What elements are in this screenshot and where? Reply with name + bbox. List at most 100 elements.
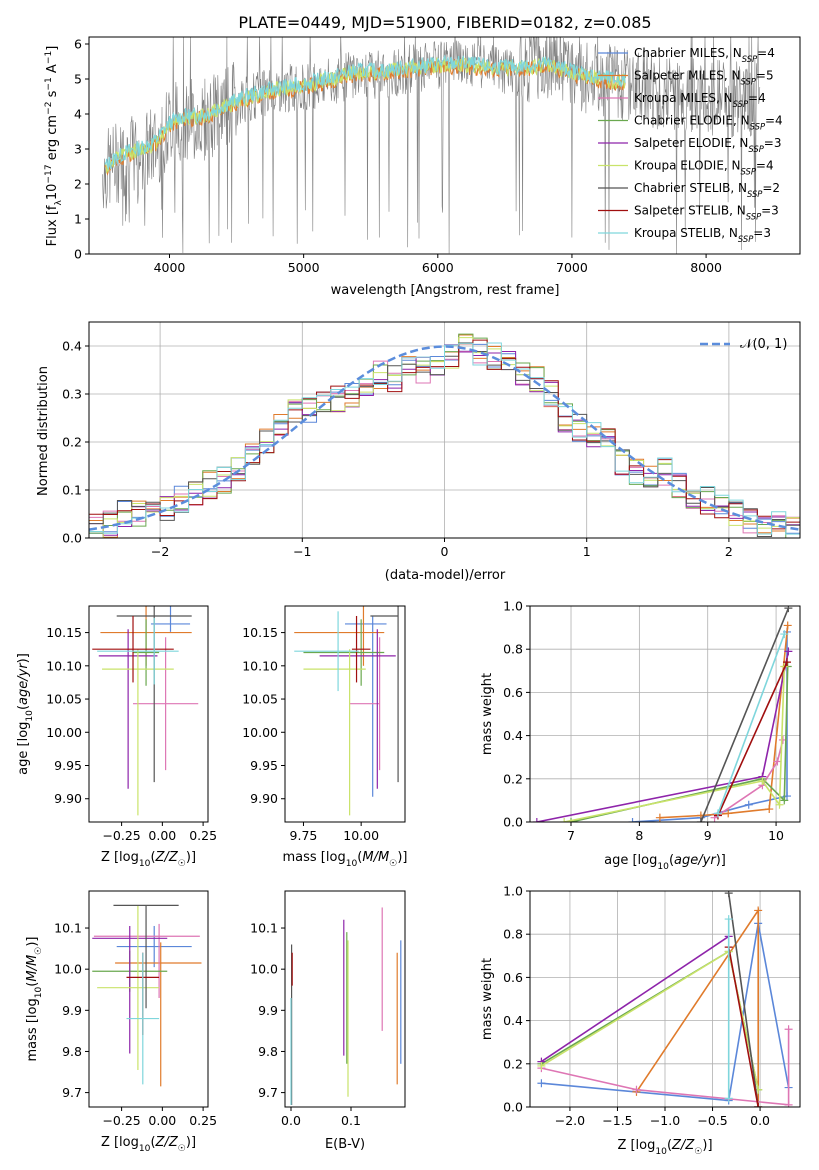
- weight-marker: [784, 1100, 793, 1107]
- x-tick-label: 8: [635, 828, 643, 843]
- weight-marker: [537, 1079, 546, 1088]
- y-tick-label: 0.0: [503, 1100, 523, 1115]
- weight-marker: [724, 891, 733, 898]
- plot-area: [537, 891, 793, 1107]
- y-tick-label: 10.00: [46, 725, 82, 740]
- y-tick-label: 0.2: [62, 435, 82, 450]
- x-axis-label: (data-model)/error: [385, 568, 506, 583]
- y-tick-label: 10.05: [242, 692, 278, 707]
- plot-area: [294, 606, 399, 816]
- y-tick-label: 0.4: [503, 728, 523, 743]
- y-tick-label: 1: [74, 212, 82, 227]
- x-tick-label: 0.25: [189, 828, 217, 843]
- weight-marker: [567, 818, 576, 822]
- y-tick-label: 0: [74, 247, 82, 262]
- axes-frame: [88, 36, 801, 255]
- mass-vs-ebv-panel: 0.0 0.1 9.7 9.8 9.9 10.0 10.1 E(B-V): [250, 890, 406, 1152]
- weight-marker: [532, 818, 541, 822]
- legend-label: Kroupa ELODIE, NSSP=4: [634, 159, 774, 177]
- y-tick-label: 0.8: [503, 927, 523, 942]
- weight-marker: [632, 1085, 641, 1094]
- legend-label: Chabrier MILES, NSSP=4: [634, 46, 775, 64]
- y-tick-label: 10.15: [46, 625, 82, 640]
- x-tick-label: −2: [151, 544, 169, 559]
- y-tick-label: 1.0: [503, 599, 523, 614]
- x-tick-label: 0.00: [148, 1113, 176, 1128]
- figure-title: PLATE=0449, MJD=51900, FIBERID=0182, z=0…: [238, 13, 651, 32]
- x-tick-label: 9.75: [290, 828, 318, 843]
- y-tick-label: 0.3: [62, 387, 82, 402]
- age-vs-z-panel: −0.25 0.00 0.25 9.90 9.95 10.00 10.05 10.10 10.1…: [16, 605, 217, 869]
- x-tick-label: 4000: [154, 260, 186, 275]
- weight-line: [540, 935, 730, 1063]
- y-tick-label: 1.0: [503, 884, 523, 899]
- y-axis-label: Flux [fλ10−17 erg cm−2 s−1 A−1]: [44, 46, 64, 247]
- x-tick-label: 0.0: [750, 1113, 770, 1128]
- weight-vs-z-panel: −2.0 −1.5 −1.0 −0.5 0.0 0.0 0.2 0.4 0.6 0.8 1.0 Z […: [480, 884, 801, 1157]
- x-tick-label: −1.5: [602, 1113, 632, 1128]
- y-tick-label: 0.1: [62, 483, 82, 498]
- y-tick-label: 9.7: [62, 1085, 82, 1100]
- x-tick-label: −0.25: [102, 1113, 140, 1128]
- x-tick-label: 5000: [288, 260, 320, 275]
- weight-marker: [783, 621, 792, 630]
- normal-reference-curve: [89, 345, 800, 531]
- y-axis-label: mass weight: [480, 673, 495, 755]
- plot-area: [532, 606, 793, 822]
- weight-line: [541, 1029, 790, 1106]
- axes-frame: [284, 605, 406, 823]
- weight-line: [632, 631, 788, 822]
- weight-line: [700, 607, 790, 822]
- x-tick-label: 7: [567, 828, 575, 843]
- weight-marker: [655, 813, 664, 822]
- y-tick-label: 9.95: [250, 758, 278, 773]
- y-tick-label: 10.1: [250, 921, 278, 936]
- x-tick-label: 0.00: [148, 828, 176, 843]
- weight-vs-age-panel: 7 8 9 10 0.0 0.2 0.4 0.6 0.8 1.0 age [log10(age/yr…: [480, 599, 801, 872]
- y-axis-label: mass weight: [480, 958, 495, 1040]
- x-tick-label: 0.0: [281, 1113, 301, 1128]
- weight-line: [727, 893, 759, 1107]
- mass-vs-z-panel: −0.25 0.00 0.25 9.7 9.8 9.9 10.0 10.1 Z [log10(Z…: [25, 890, 217, 1154]
- weight-marker: [744, 800, 753, 809]
- weight-marker: [780, 796, 789, 805]
- y-axis-label: mass [log10(M/M☉)]: [25, 937, 44, 1062]
- residual-histogram-panel: −2 −1 0 1 2 0.0 0.1 0.2 0.3 0.4 𝒩(0, 1) (data-model…: [36, 321, 801, 583]
- y-tick-label: 10.0: [54, 962, 82, 977]
- weight-line: [714, 739, 784, 819]
- y-axis-label: Normed distribution: [36, 366, 51, 496]
- y-tick-label: 10.10: [46, 658, 82, 673]
- legend-label: Salpeter STELIB, NSSP=3: [634, 204, 779, 222]
- weight-marker: [754, 906, 763, 915]
- y-tick-label: 0.8: [503, 642, 523, 657]
- weight-line: [564, 666, 786, 822]
- legend-label: Kroupa MILES, NSSP=4: [634, 91, 766, 109]
- y-tick-label: 0.4: [503, 1013, 523, 1028]
- legend-label: Salpeter MILES, NSSP=5: [634, 69, 774, 87]
- weight-marker: [784, 606, 793, 613]
- weight-marker: [784, 647, 793, 656]
- weight-marker: [758, 776, 767, 785]
- x-tick-label: 1: [583, 544, 591, 559]
- axes-frame: [529, 605, 801, 823]
- y-tick-label: 0.6: [503, 685, 523, 700]
- y-tick-label: 9.9: [258, 1003, 278, 1018]
- y-tick-label: 10.10: [242, 658, 278, 673]
- weight-marker: [724, 1094, 733, 1103]
- x-axis-label: Z [log10(Z/Z☉)]: [101, 850, 196, 869]
- model-spectrum-line: [104, 54, 626, 170]
- y-tick-label: 10.00: [242, 725, 278, 740]
- x-tick-label: 2: [725, 544, 733, 559]
- plot-area: [92, 904, 202, 1087]
- x-tick-label: −1.0: [650, 1113, 680, 1128]
- legend: Chabrier MILES, NSSP=4 Salpeter MILES, NS…: [598, 46, 783, 244]
- spectrum-panel: 4000 5000 6000 7000 8000 0 1 2 3 4 5 6 wavelength [A…: [44, 36, 801, 298]
- weight-marker: [724, 915, 733, 924]
- legend-label: Salpeter ELODIE, NSSP=3: [634, 136, 782, 154]
- y-tick-label: 9.8: [62, 1044, 82, 1059]
- y-tick-label: 3: [74, 142, 82, 157]
- weight-marker: [765, 805, 774, 814]
- y-tick-label: 5: [74, 72, 82, 87]
- x-axis-label: age [log10(age/yr)]: [604, 853, 726, 872]
- weight-marker: [754, 1103, 763, 1107]
